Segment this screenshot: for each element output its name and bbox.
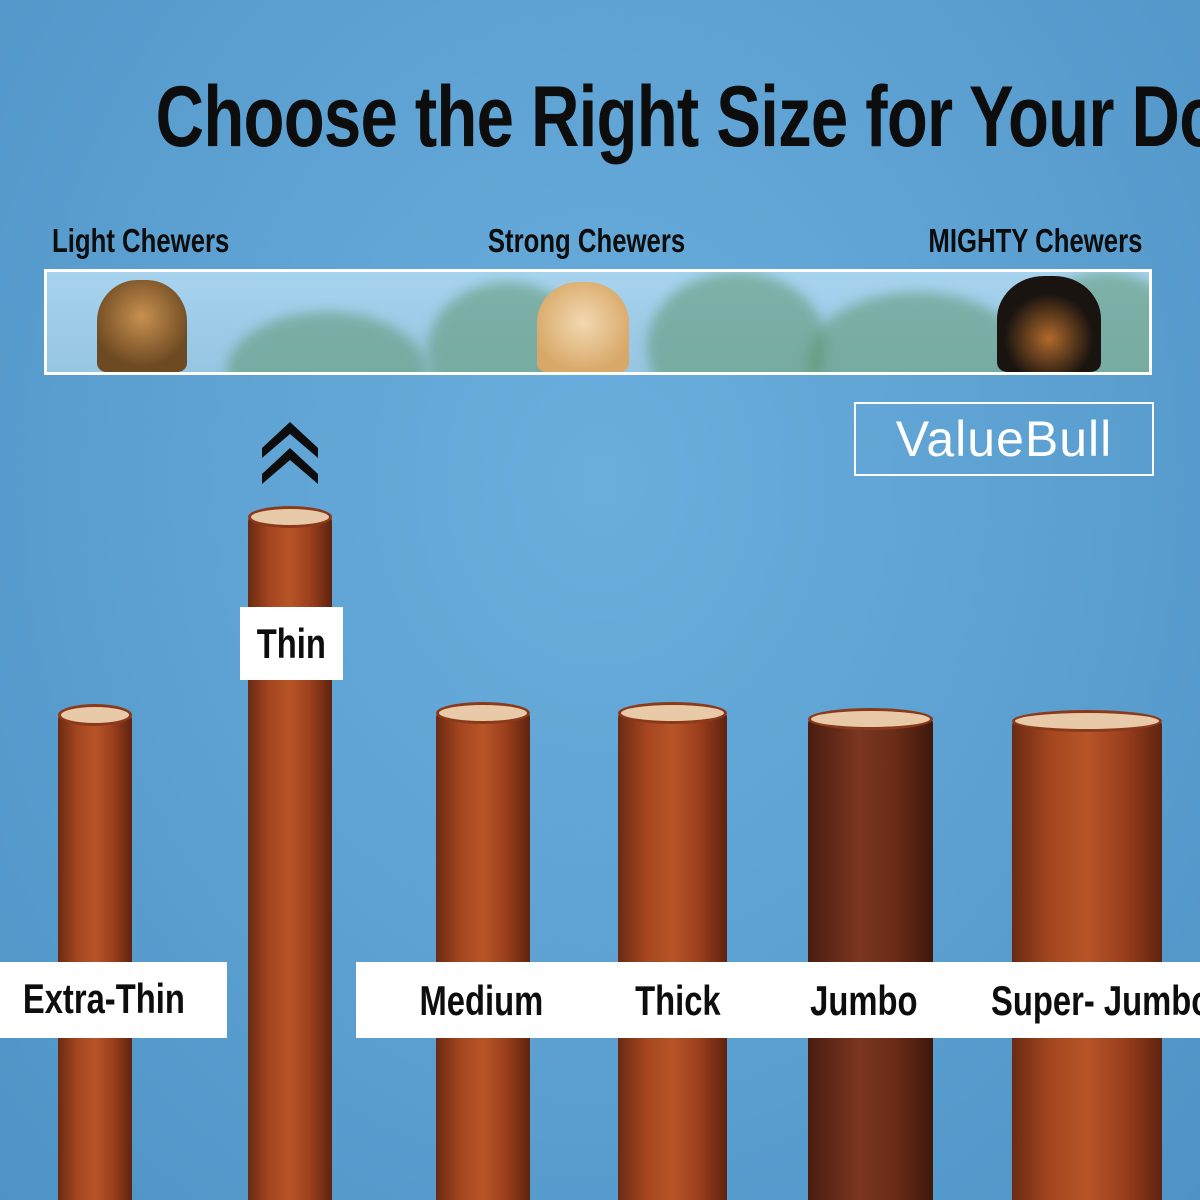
label-box-large: [356, 962, 1200, 1038]
labrador-dog-image: [537, 282, 629, 372]
stick-medium: [436, 702, 530, 1200]
size-label-jumbo: Jumbo: [810, 977, 918, 1024]
double-chevron-up-icon: [262, 422, 318, 484]
strong-chewers-label: Strong Chewers: [488, 222, 686, 259]
stick-extra-thin: [58, 704, 132, 1200]
size-label-medium: Medium: [419, 977, 543, 1024]
label-box-extra-thin: [0, 962, 227, 1038]
chewer-scale-banner: [44, 269, 1152, 375]
rottweiler-dog-image: [997, 276, 1101, 372]
brand-logo: ValueBull: [854, 402, 1154, 476]
stick-thick: [618, 702, 727, 1200]
yorkie-dog-image: [97, 280, 187, 372]
mighty-chewers-label: MIGHTY Chewers: [927, 222, 1142, 259]
size-label-thick: Thick: [635, 977, 721, 1024]
size-label-thin: Thin: [256, 620, 327, 667]
size-label-extra-thin: Extra-Thin: [22, 975, 185, 1022]
light-chewers-label: Light Chewers: [52, 222, 230, 259]
stick-jumbo: [808, 708, 933, 1200]
page-title: Choose the Right Size for Your Dog: [155, 69, 1200, 165]
size-label-super-jumbo: Super- Jumbo: [991, 977, 1200, 1024]
label-box-thin: [240, 607, 343, 680]
stick-super-jumbo: [1012, 710, 1162, 1200]
